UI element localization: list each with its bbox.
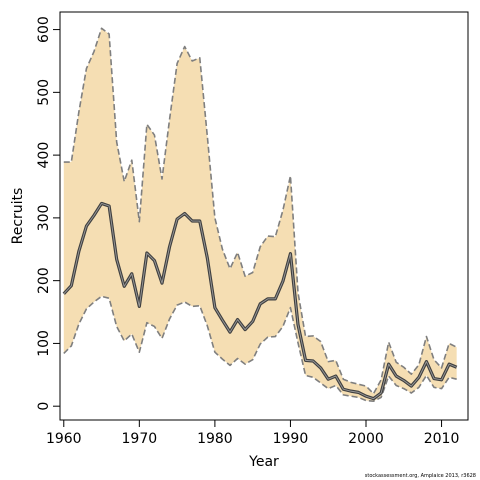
recruits-estimate-line-core — [63, 202, 457, 400]
plot-frame — [59, 11, 469, 421]
x-axis: 1960 1970 1980 1990 2000 2010 — [46, 420, 459, 447]
x-tick-label: 1960 — [46, 431, 82, 447]
x-axis-title: Year — [248, 454, 279, 470]
y-tick-label: 400 — [36, 142, 52, 169]
x-tick-label: 2010 — [424, 431, 460, 447]
confidence-band — [63, 28, 457, 402]
credit-note: stockassessment.org, Amplaice 2013, r362… — [365, 473, 476, 479]
upper-bound-line — [63, 27, 458, 395]
x-tick-label: 1980 — [197, 431, 233, 447]
lower-bound-line — [63, 295, 457, 402]
y-tick-label: 600 — [36, 16, 52, 43]
y-axis-title: Recruits — [10, 188, 26, 245]
y-tick-label: 300 — [36, 205, 52, 232]
x-tick-label: 1970 — [122, 431, 158, 447]
y-tick-label: 0 — [36, 402, 52, 411]
y-tick-label: 100 — [36, 330, 52, 357]
y-tick-label: 200 — [36, 267, 52, 294]
x-tick-label: 1990 — [273, 431, 309, 447]
y-axis: 0 100 200 300 400 500 600 — [36, 16, 60, 411]
y-tick-label: 500 — [36, 79, 52, 106]
x-tick-label: 2000 — [348, 431, 384, 447]
